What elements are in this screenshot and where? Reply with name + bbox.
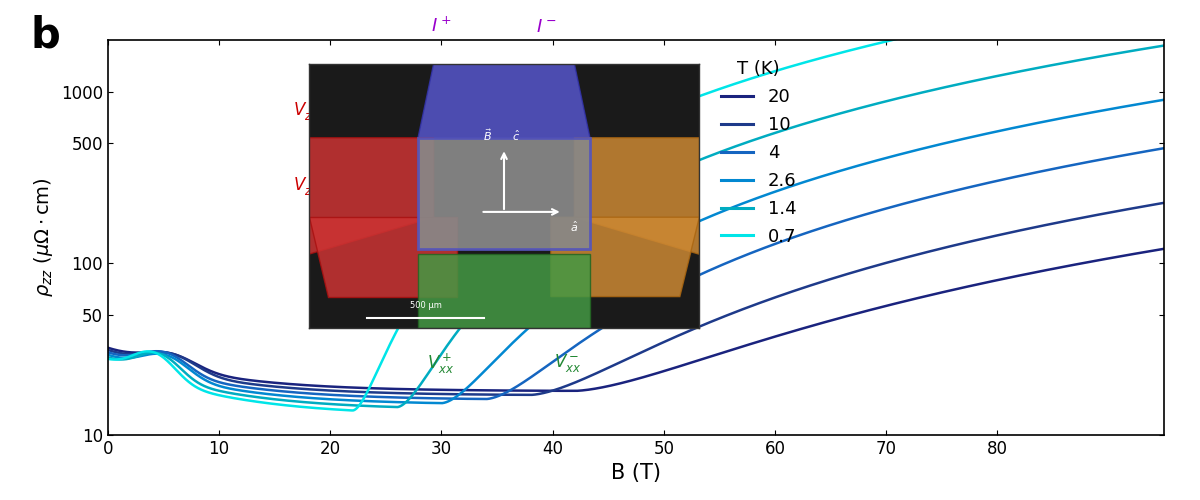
Text: $I^-$: $I^-$: [536, 18, 557, 36]
Text: $I^+$: $I^+$: [431, 16, 451, 36]
Text: $V^+_{xx}$: $V^+_{xx}$: [427, 352, 455, 376]
Text: $V^+_{zz}$: $V^+_{zz}$: [293, 99, 318, 123]
Text: $V^-_{zz}$: $V^-_{zz}$: [673, 100, 698, 122]
Text: $V^+_{zz}$: $V^+_{zz}$: [673, 174, 698, 199]
Text: b: b: [30, 15, 60, 57]
Text: $V^-_{xx}$: $V^-_{xx}$: [553, 352, 581, 374]
Legend: 20, 10, 4, 2.6, 1.4, 0.7: 20, 10, 4, 2.6, 1.4, 0.7: [714, 53, 804, 253]
X-axis label: B (T): B (T): [611, 464, 661, 483]
Y-axis label: $\rho_{zz}$ ($\mu\Omega\cdot$cm): $\rho_{zz}$ ($\mu\Omega\cdot$cm): [32, 178, 55, 298]
Text: $V^-_{zz}$: $V^-_{zz}$: [293, 175, 318, 197]
